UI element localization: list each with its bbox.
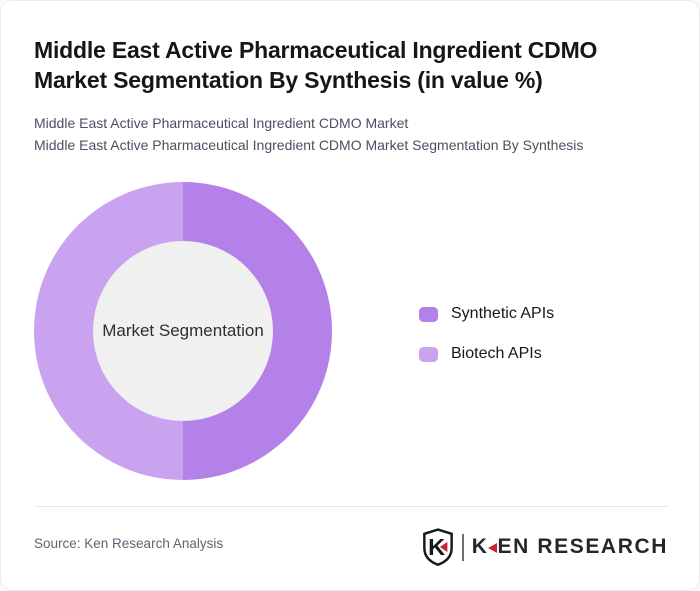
legend-label-synthetic: Synthetic APIs (451, 305, 555, 322)
shield-red-triangle-icon (439, 541, 448, 553)
wordmark-k: K (471, 535, 489, 558)
legend-item-synthetic-apis[interactable]: Synthetic APIs (419, 305, 554, 323)
wordmark-rest: EN RESEARCH (497, 535, 668, 558)
legend-label-biotech: Biotech APIs (451, 345, 542, 362)
donut-hole: Market Segmentation (93, 241, 273, 421)
legend-swatch-biotech-icon (419, 346, 438, 362)
subtitle-line-1: Middle East Active Pharmaceutical Ingred… (34, 115, 409, 131)
logo-separator (461, 533, 464, 561)
chart-subtitles: Middle East Active Pharmaceutical Ingred… (34, 113, 583, 156)
page-title: Middle East Active Pharmaceutical Ingred… (34, 37, 598, 93)
donut-chart: Market Segmentation (34, 182, 332, 480)
subtitle-line-2: Middle East Active Pharmaceutical Ingred… (34, 136, 584, 153)
shield-icon: K (422, 528, 453, 566)
ken-research-logo: K K EN RESEARCH (422, 527, 668, 567)
shield-letter: K (428, 534, 445, 560)
wordmark-red-triangle-icon (487, 543, 497, 553)
footer-divider (34, 506, 668, 507)
chart-legend: Synthetic APIs Biotech APIs (419, 305, 554, 363)
source-note: Source: Ken Research Analysis (34, 536, 224, 551)
legend-swatch-synthetic-icon (419, 306, 438, 322)
donut-center-label: Market Segmentation (102, 321, 264, 340)
logo-wordmark: K EN RESEARCH (472, 535, 668, 559)
legend-item-biotech-apis[interactable]: Biotech APIs (419, 345, 554, 363)
